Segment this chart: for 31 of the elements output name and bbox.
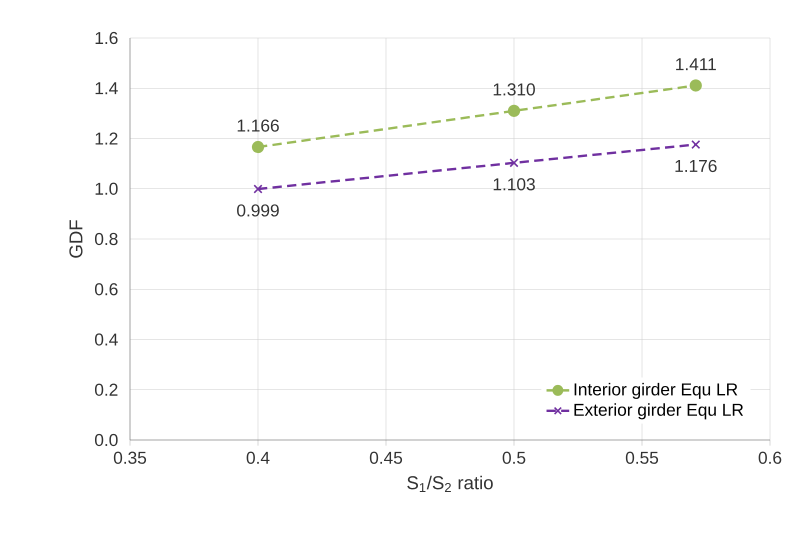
data-label: 1.176 xyxy=(675,160,717,172)
x-tick-label: 0.35 xyxy=(114,452,146,464)
data-label: 1.411 xyxy=(676,58,716,70)
x-tick-label: 0.4 xyxy=(246,452,270,464)
point xyxy=(253,184,263,194)
y-tick-label: 0.4 xyxy=(94,333,118,346)
y-tick-label: 1.2 xyxy=(96,132,118,145)
point xyxy=(508,104,520,117)
point xyxy=(691,140,700,150)
y-tick-label: 0.8 xyxy=(94,232,118,246)
legend-label: Exterior girder Equ LR xyxy=(574,403,744,420)
y-tick-label: 0.0 xyxy=(94,434,118,446)
x-tick-label: 0.5 xyxy=(502,452,526,464)
data-label: 1.103 xyxy=(494,178,535,190)
x-tick-label: 0.55 xyxy=(626,452,658,464)
point xyxy=(252,140,264,154)
y-axis-title: GDF xyxy=(69,220,83,258)
x-axis-title: S$_{1}$/S$_{2}$ ratio xyxy=(407,476,493,492)
x-tick-label: 0.6 xyxy=(758,452,782,464)
legend-label: Interior girder Equ LR xyxy=(574,382,738,399)
y-tick-label: 0.6 xyxy=(94,283,118,296)
y-tick-label: 1.0 xyxy=(96,182,118,195)
y-tick-label: 1.6 xyxy=(96,32,118,44)
data-label: 0.999 xyxy=(237,204,279,217)
point xyxy=(690,79,702,92)
data-label: 1.310 xyxy=(494,83,535,96)
data-label: 1.166 xyxy=(238,119,279,132)
x-tick-label: 0.45 xyxy=(370,452,402,464)
point xyxy=(509,158,519,168)
y-tick-label: 0.2 xyxy=(94,384,118,396)
y-tick-label: 1.4 xyxy=(96,82,118,94)
